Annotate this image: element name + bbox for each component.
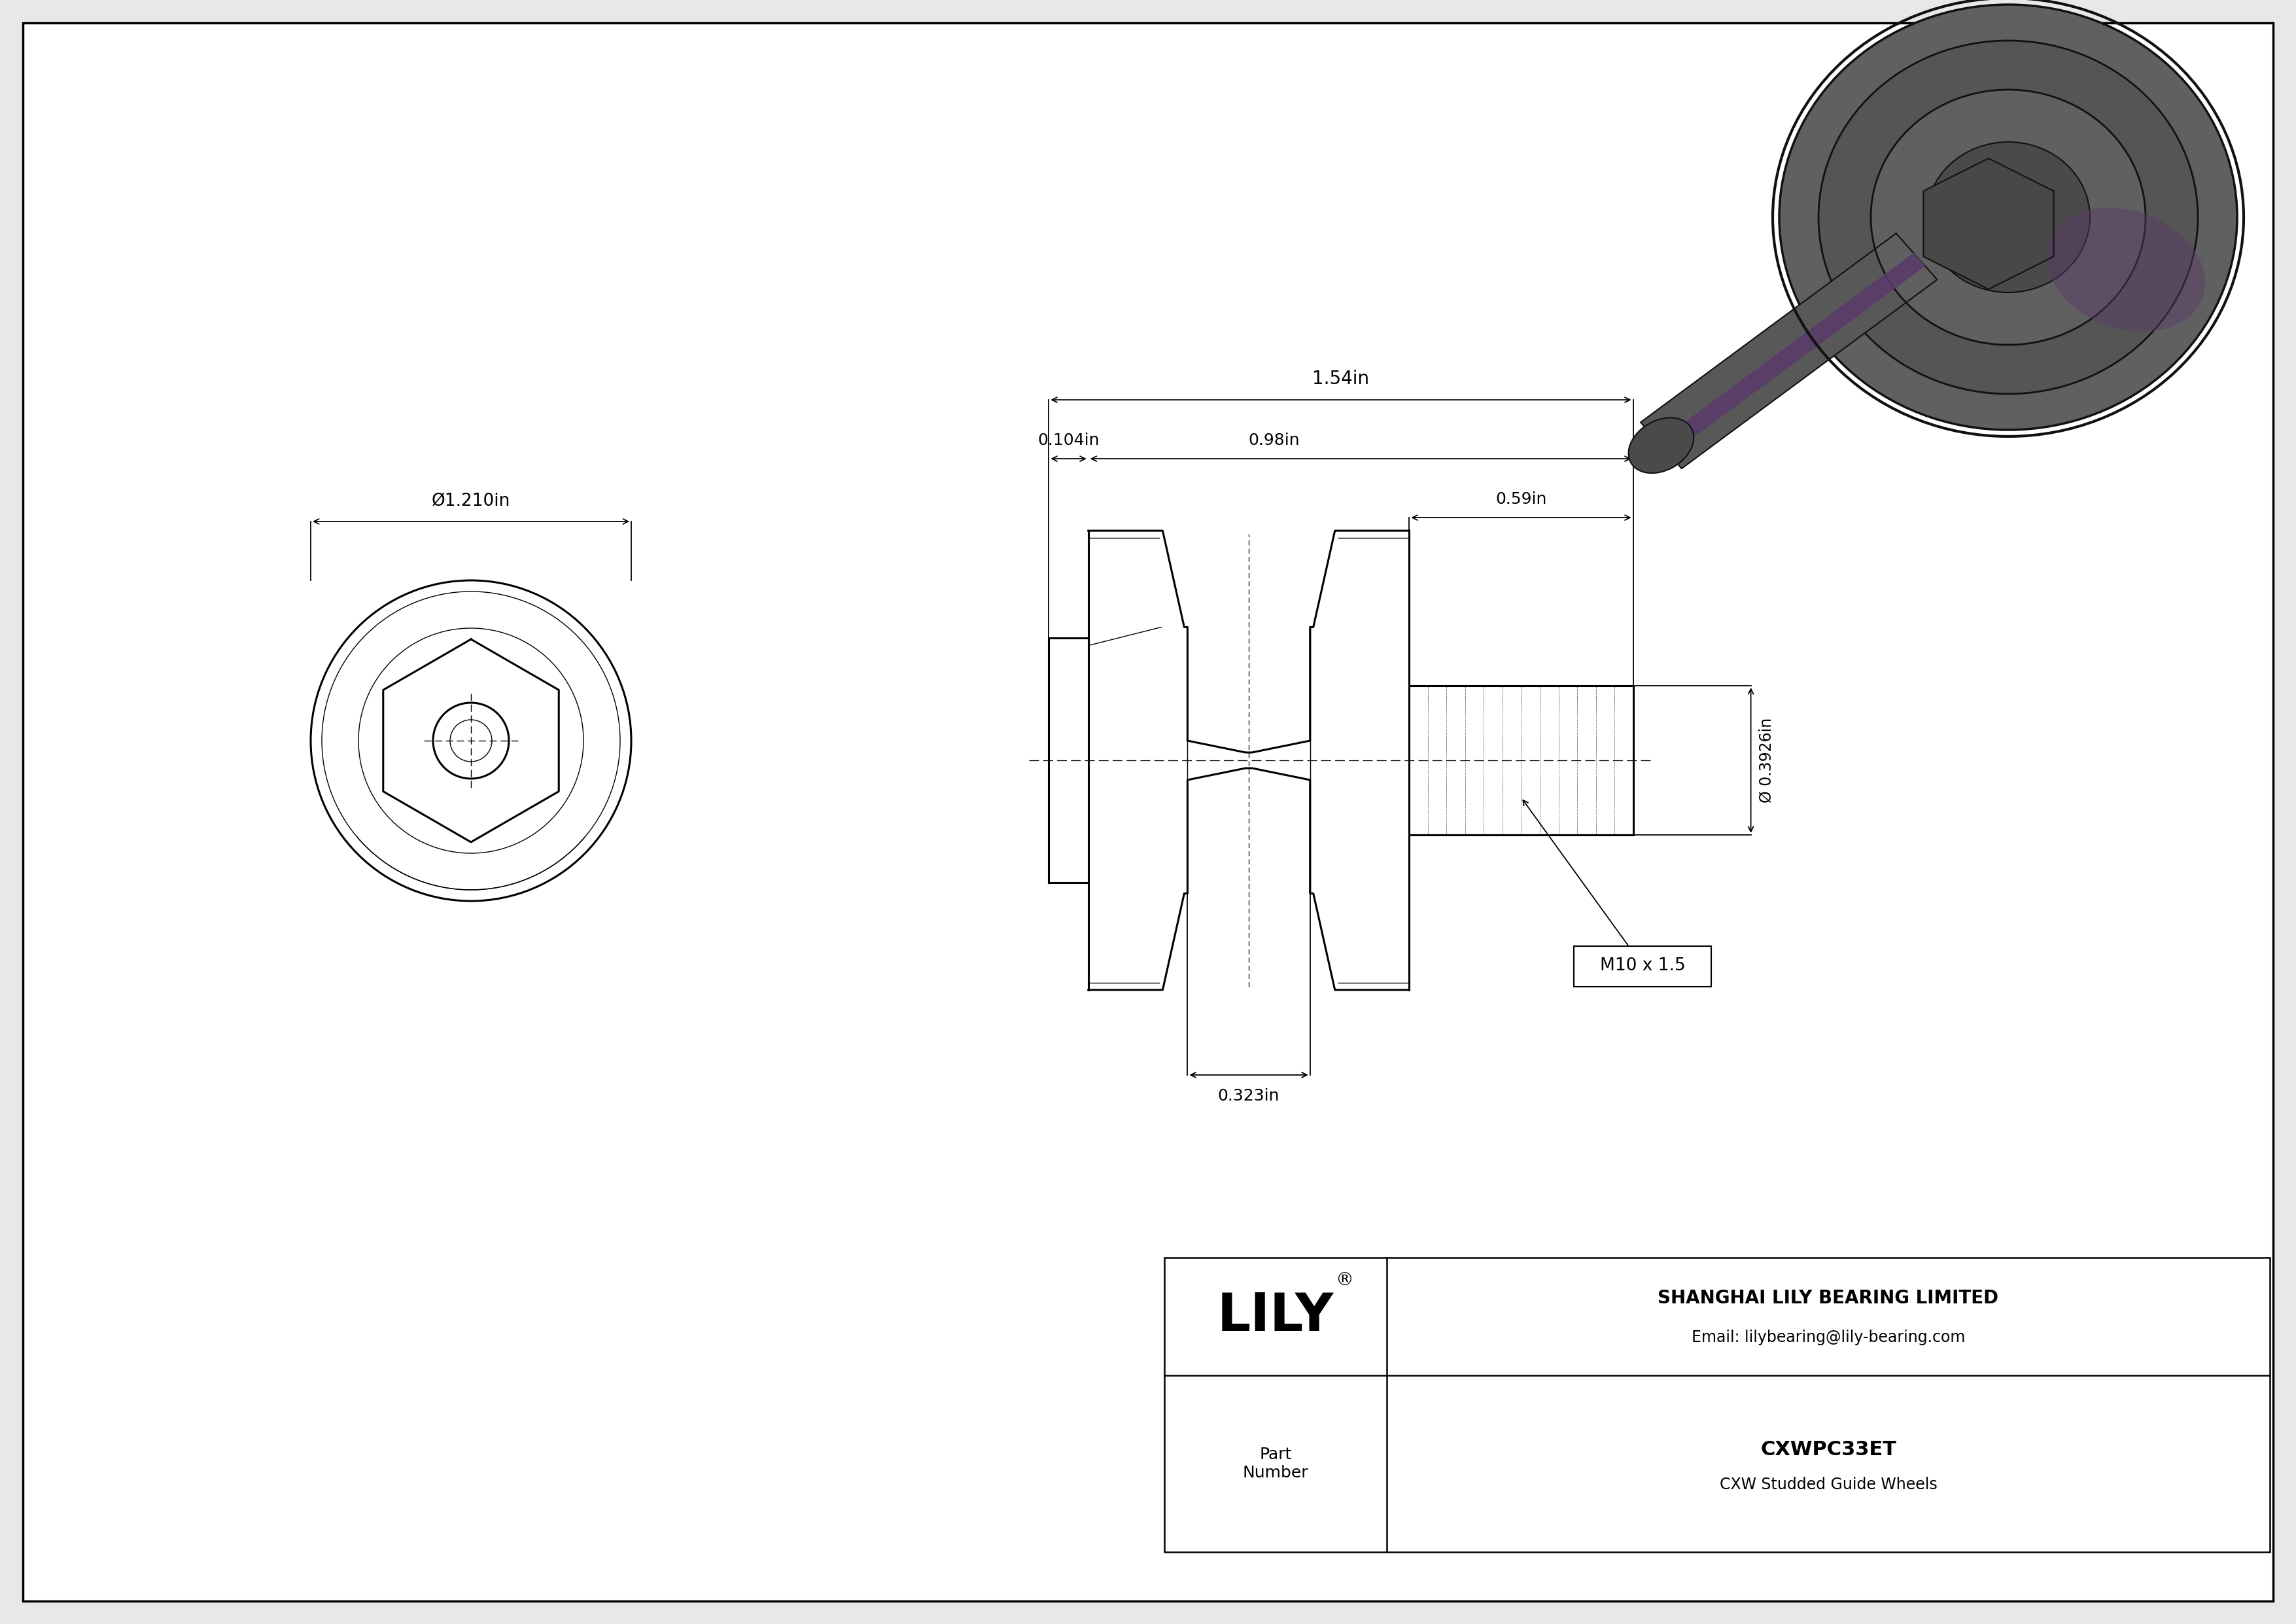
Text: SHANGHAI LILY BEARING LIMITED: SHANGHAI LILY BEARING LIMITED [1658,1289,2000,1307]
Ellipse shape [1926,141,2089,292]
Ellipse shape [1628,417,1694,473]
Text: ®: ® [1334,1272,1352,1289]
Polygon shape [1658,253,1924,455]
Polygon shape [1642,234,1938,469]
Text: 0.323in: 0.323in [1217,1088,1279,1104]
Text: LILY: LILY [1217,1291,1334,1341]
FancyBboxPatch shape [1575,947,1711,987]
Bar [1635,28,2190,499]
Text: CXWPC33ET: CXWPC33ET [1761,1440,1896,1458]
Text: CXW Studded Guide Wheels: CXW Studded Guide Wheels [1720,1476,1938,1492]
Text: Ø 0.3926in: Ø 0.3926in [1759,718,1775,802]
Polygon shape [1924,159,2053,289]
Ellipse shape [1818,41,2197,395]
Bar [1164,1257,2271,1553]
Text: Ø1.210in: Ø1.210in [432,492,510,510]
Text: Part
Number: Part Number [1242,1447,1309,1481]
Text: M10 x 1.5: M10 x 1.5 [1600,957,1685,974]
Text: Email: lilybearing@lily-bearing.com: Email: lilybearing@lily-bearing.com [1692,1330,1965,1345]
Text: 1.54in: 1.54in [1313,370,1368,388]
Text: 0.59in: 0.59in [1495,492,1548,507]
Text: 0.104in: 0.104in [1038,432,1100,448]
Ellipse shape [1779,5,2236,430]
Ellipse shape [1871,89,2144,344]
Text: 0.98in: 0.98in [1249,432,1300,448]
Ellipse shape [2046,208,2206,331]
